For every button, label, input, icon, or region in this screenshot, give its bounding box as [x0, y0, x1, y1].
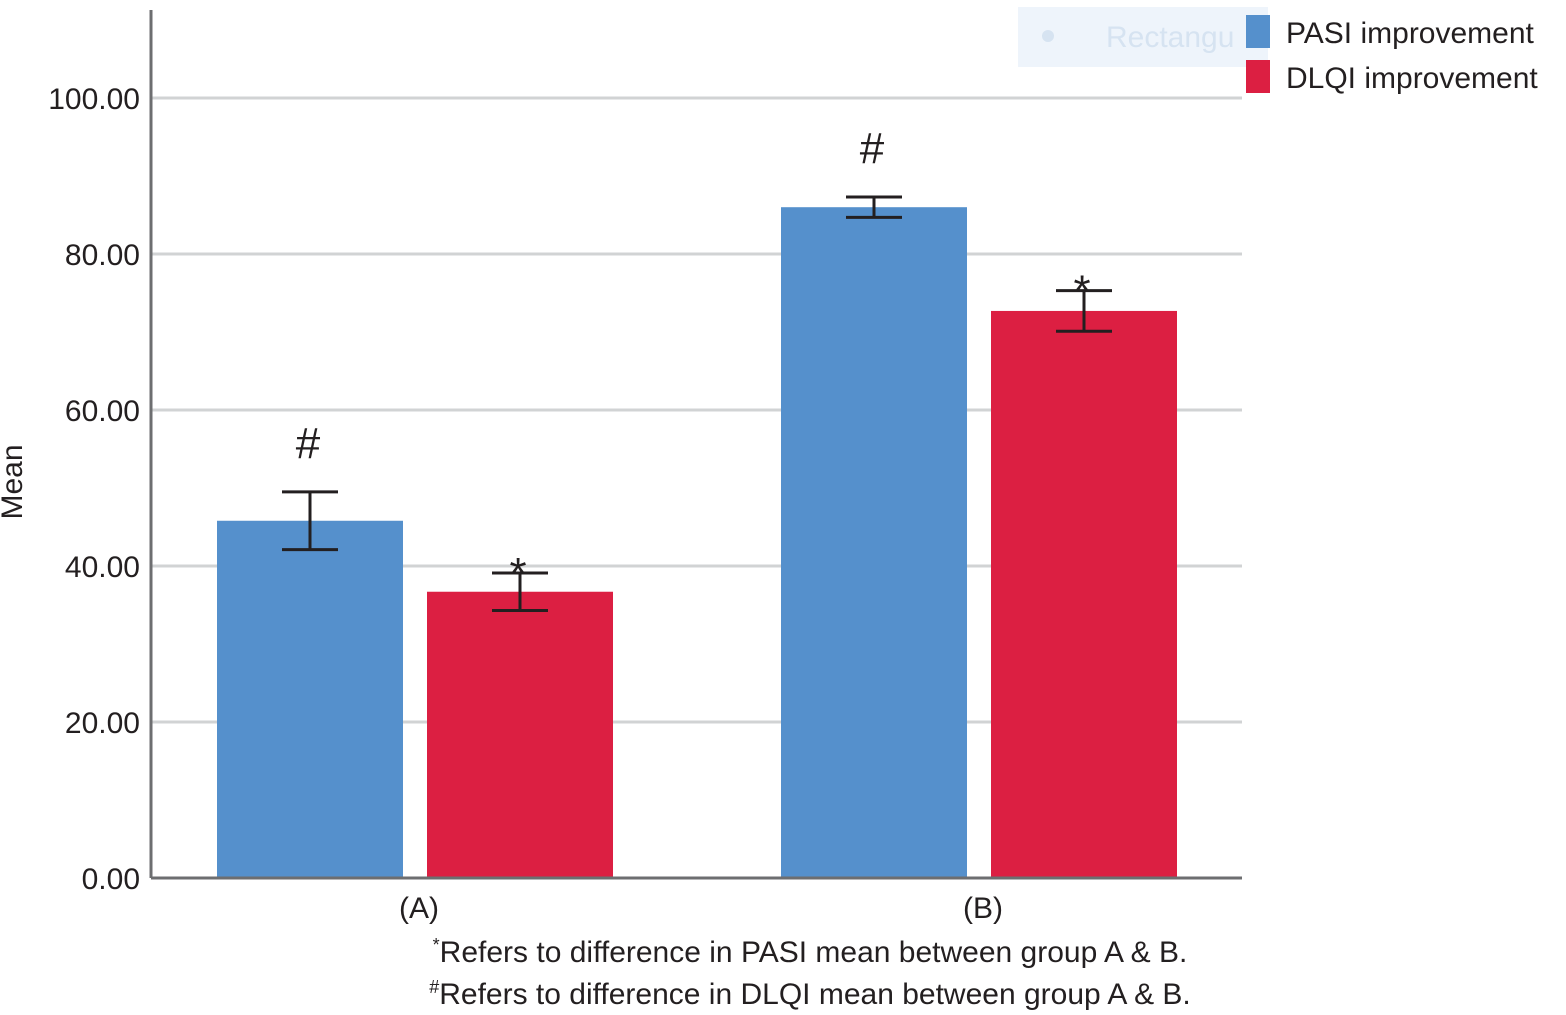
y-tick-label: 0.00	[82, 863, 140, 896]
legend-label: PASI improvement	[1286, 17, 1535, 50]
bar	[991, 310, 1177, 878]
footnote-pasi-text: Refers to difference in PASI mean betwee…	[439, 936, 1188, 969]
x-tick-label: (A)	[399, 892, 439, 925]
axes	[149, 10, 1242, 880]
significance-marker: *	[1073, 267, 1090, 316]
footnote-dlqi: #Refers to difference in DLQI mean betwe…	[0, 977, 1566, 1012]
y-axis-label: Mean	[0, 444, 29, 519]
bar	[781, 207, 967, 878]
bar-chart: Rectangu # * # * 0.00 20.00 40.00 60.00 80.00 10…	[0, 7, 1539, 925]
y-tick-label: 80.00	[65, 239, 140, 272]
footnote-dlqi-text: Refers to difference in DLQI mean betwee…	[439, 978, 1191, 1011]
x-tick-label: (B)	[963, 892, 1003, 925]
legend-swatch	[1246, 60, 1270, 93]
ghost-bullet-icon	[1042, 30, 1054, 42]
y-tick-label: 60.00	[65, 395, 140, 428]
ghost-selection-rect	[1018, 7, 1268, 67]
x-tick-labels: (A) (B)	[399, 892, 1003, 925]
bar	[217, 520, 403, 878]
legend: PASI improvement DLQI improvement	[1246, 15, 1538, 95]
legend-label: DLQI improvement	[1286, 62, 1538, 95]
significance-marker: #	[296, 419, 321, 468]
bars: # * # *	[217, 124, 1177, 878]
footnote-dlqi-marker: #	[429, 977, 440, 997]
y-tick-label: 100.00	[48, 83, 140, 116]
footnote-pasi: *Refers to difference in PASI mean betwe…	[0, 935, 1566, 970]
ghost-label: Rectangu	[1106, 21, 1234, 54]
y-tick-labels: 0.00 20.00 40.00 60.00 80.00 100.00	[48, 83, 140, 896]
ghost-legend-selection: Rectangu	[1018, 7, 1268, 67]
significance-marker: #	[860, 124, 885, 173]
y-tick-label: 20.00	[65, 707, 140, 740]
bar	[427, 591, 613, 878]
footnote-pasi-marker: *	[432, 935, 440, 955]
y-tick-label: 40.00	[65, 551, 140, 584]
significance-marker: *	[509, 549, 526, 598]
legend-swatch	[1246, 15, 1270, 48]
